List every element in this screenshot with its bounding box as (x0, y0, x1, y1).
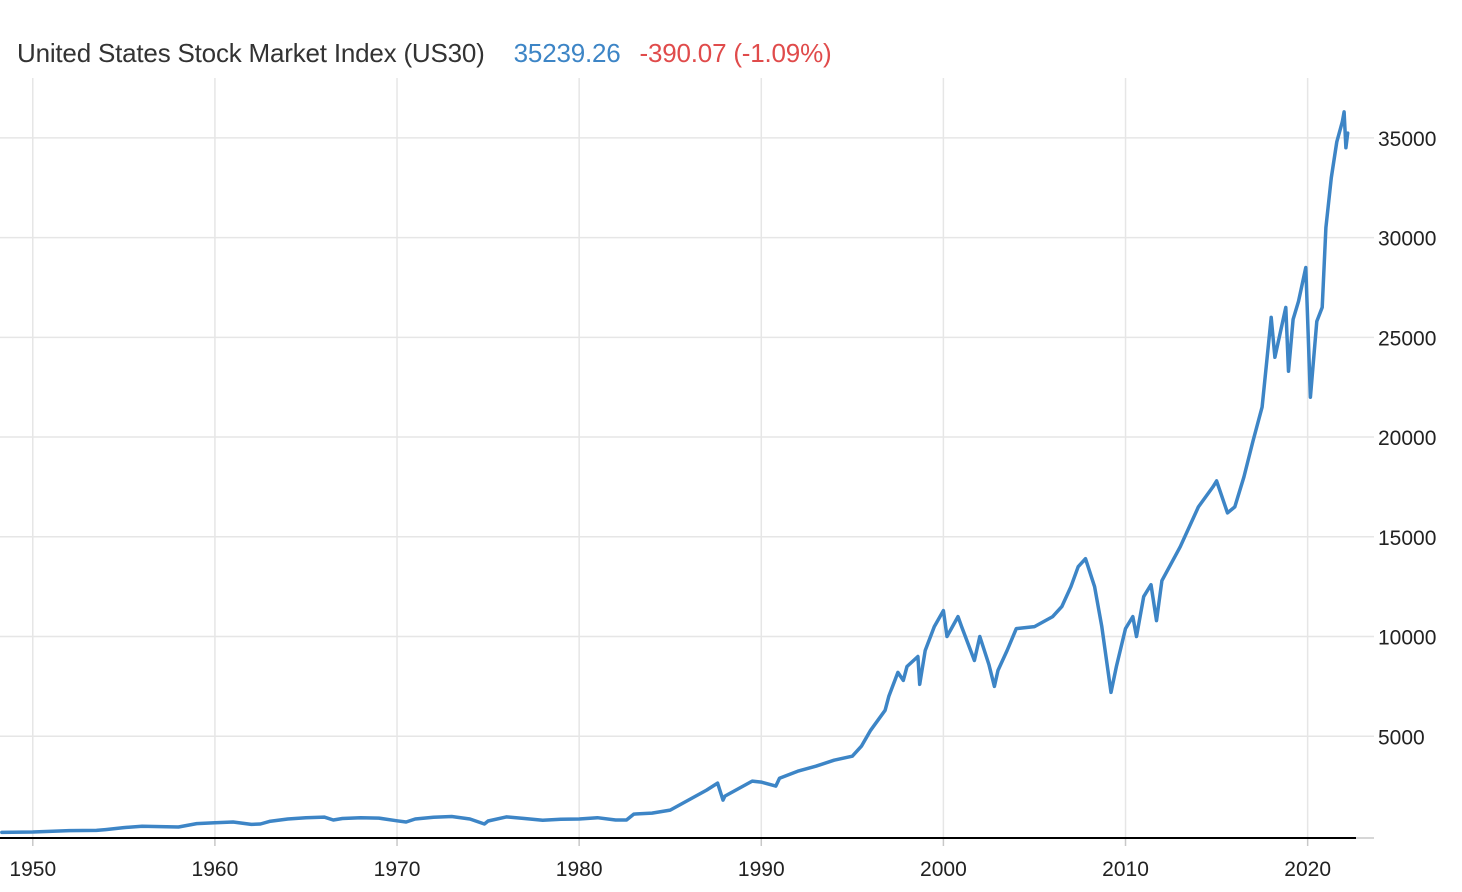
x-tick-label-1980: 1980 (556, 858, 603, 881)
chart-title: United States Stock Market Index (US30) (17, 38, 485, 68)
y-tick-label-30000: 30000 (1378, 228, 1436, 251)
price-change: -390.07 (-1.09%) (639, 38, 832, 68)
y-tick-label-25000: 25000 (1378, 327, 1436, 350)
y-tick-label-15000: 15000 (1378, 527, 1436, 550)
last-price: 35239.26 (513, 38, 621, 68)
x-tick-label-1990: 1990 (738, 858, 785, 881)
chart-header: United States Stock Market Index (US30) … (17, 38, 832, 69)
x-tick-label-2010: 2010 (1102, 858, 1149, 881)
y-tick-label-35000: 35000 (1378, 128, 1436, 151)
series-layer (0, 110, 1350, 835)
y-tick-label-5000: 5000 (1378, 726, 1425, 749)
x-tick-label-2000: 2000 (920, 858, 967, 881)
y-tick-label-20000: 20000 (1378, 427, 1436, 450)
x-tick-label-1950: 1950 (9, 858, 56, 881)
series-line-US30[interactable] (0, 110, 1350, 835)
x-tick-label-2020: 2020 (1284, 858, 1331, 881)
grid-lines (0, 78, 1374, 838)
x-tick-label-1970: 1970 (374, 858, 421, 881)
tick-labels: 5000 10000 15000 20000 25000 30000 35000 1950 19… (9, 128, 1436, 881)
axes (0, 837, 1374, 846)
y-tick-label-10000: 10000 (1378, 627, 1436, 650)
x-tick-label-1960: 1960 (192, 858, 239, 881)
